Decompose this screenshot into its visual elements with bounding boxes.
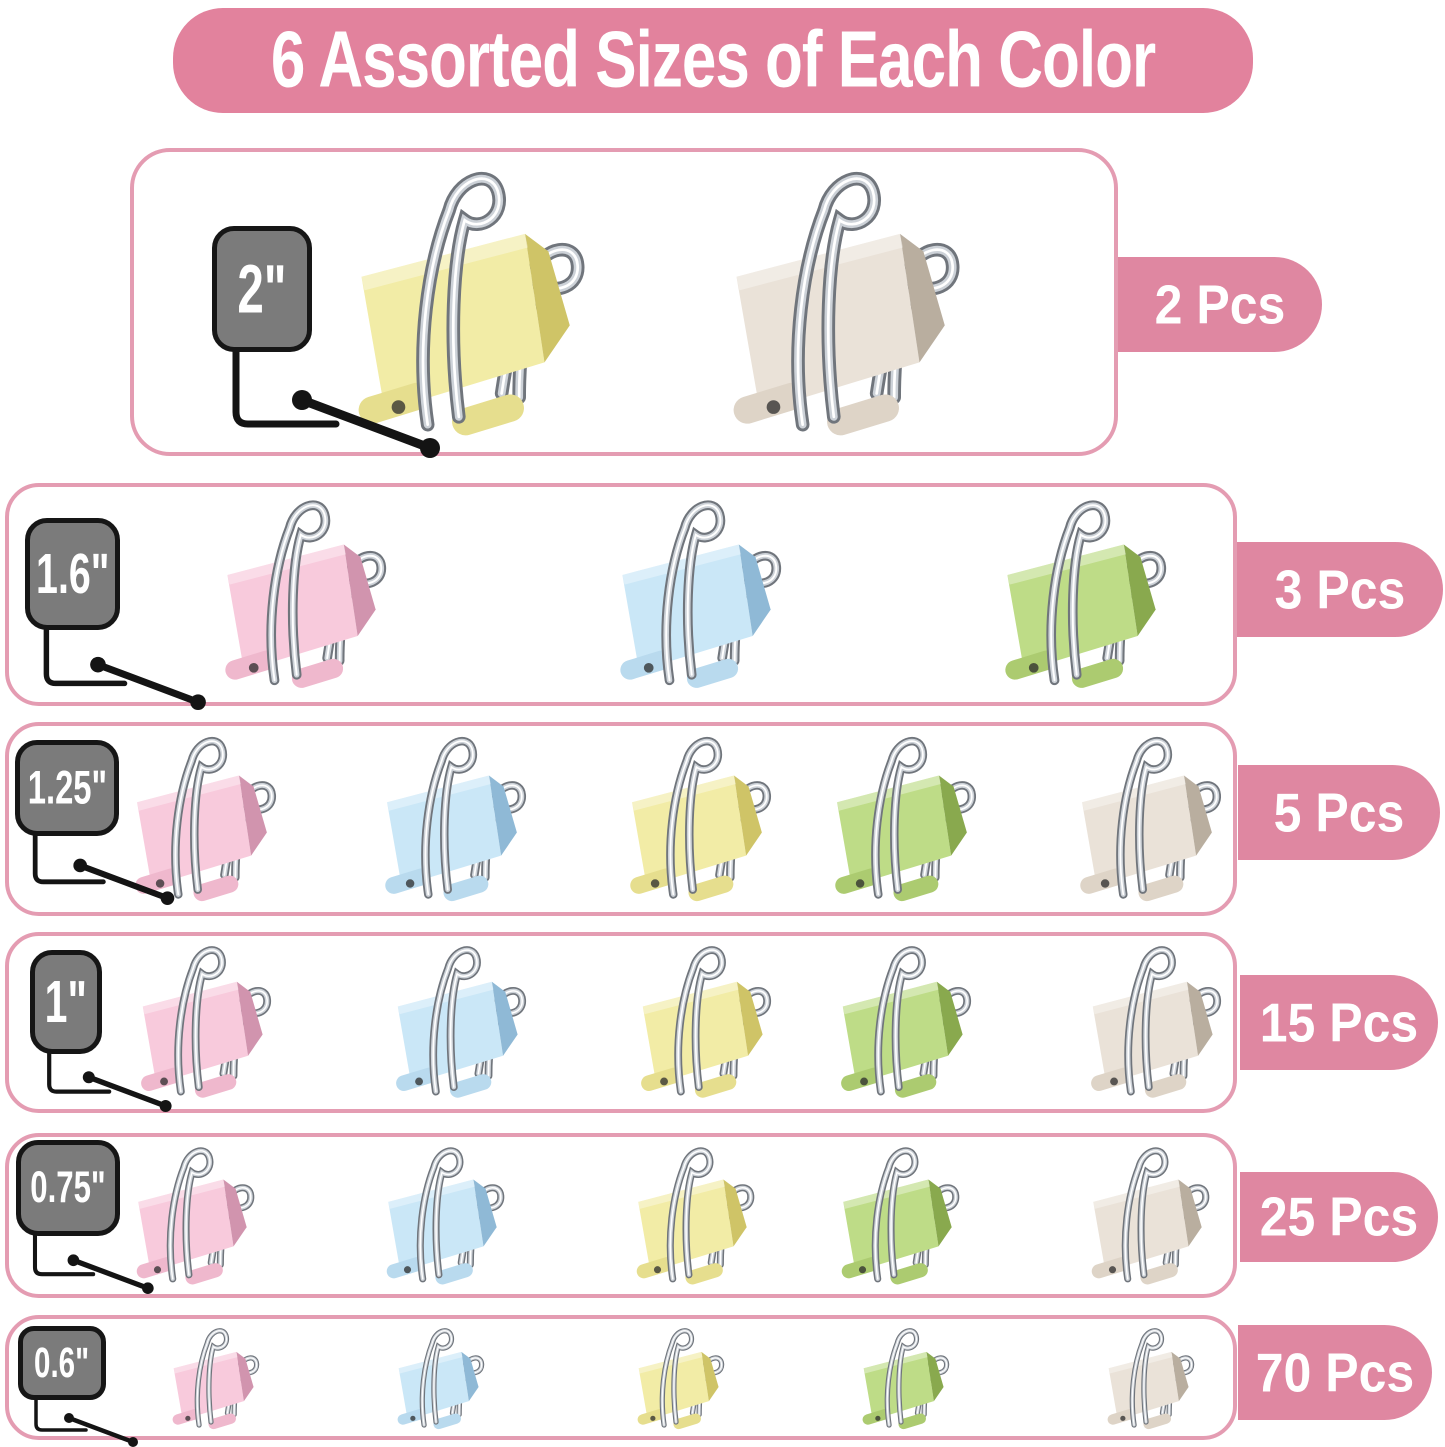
binder-clip-yellow — [615, 727, 785, 909]
binder-clip-cream — [1098, 1322, 1203, 1434]
count-badge-label: 2 Pcs — [1154, 273, 1286, 336]
binder-clip-cream — [1077, 937, 1234, 1105]
binder-clip-green — [827, 937, 984, 1105]
size-tag-label: 1.6" — [35, 542, 110, 606]
binder-clip-green — [853, 1322, 958, 1434]
count-badge-label: 25 Pcs — [1259, 1186, 1419, 1248]
binder-clip-yellow — [624, 1139, 766, 1291]
measurement-callout — [32, 1227, 154, 1294]
binder-clip-yellow — [628, 1322, 733, 1434]
count-badge-label: 3 Pcs — [1274, 558, 1406, 621]
count-badge: 2 Pcs — [1118, 257, 1322, 352]
binder-clip-blue — [603, 489, 797, 697]
binder-clip-pink — [124, 1139, 266, 1291]
binder-clip-cream — [709, 156, 982, 448]
binder-clip-cream — [1079, 1139, 1221, 1291]
size-tag-label: 1" — [44, 968, 88, 1036]
binder-clip-cream — [1065, 727, 1235, 909]
measurement-callout — [34, 1390, 138, 1447]
count-badge: 70 Pcs — [1238, 1325, 1432, 1420]
binder-clip-pink — [208, 489, 402, 697]
measurement-callout — [43, 621, 206, 710]
binder-clip-blue — [388, 1322, 493, 1434]
count-badge: 25 Pcs — [1240, 1172, 1438, 1262]
binder-clip-pink — [127, 937, 284, 1105]
size-tag: 0.6" — [18, 1326, 106, 1400]
count-badge-label: 15 Pcs — [1259, 991, 1419, 1054]
size-tag: 1" — [30, 950, 102, 1054]
count-badge-label: 5 Pcs — [1273, 781, 1405, 844]
size-tag-label: 1.25" — [27, 761, 107, 814]
size-tag-label: 0.6" — [34, 1338, 90, 1387]
measurement-callout — [32, 827, 175, 905]
count-badge: 15 Pcs — [1240, 975, 1438, 1070]
measurement-callout — [47, 1043, 172, 1112]
header-banner: 6 Assorted Sizes of Each Color — [173, 8, 1253, 113]
size-tag: 0.75" — [16, 1140, 120, 1236]
binder-clip-yellow — [627, 937, 784, 1105]
binder-clip-green — [829, 1139, 971, 1291]
binder-clip-pink — [120, 727, 290, 909]
header-title: 6 Assorted Sizes of Each Color — [270, 16, 1156, 105]
measurement-callout — [232, 344, 440, 458]
size-tag-label: 0.75" — [30, 1162, 106, 1213]
size-tag: 1.6" — [25, 518, 120, 630]
binder-clip-green — [820, 727, 990, 909]
binder-clip-pink — [163, 1322, 268, 1434]
count-badge: 5 Pcs — [1238, 765, 1440, 860]
size-tag: 1.25" — [15, 740, 119, 836]
size-tag-label: 2" — [237, 250, 287, 328]
size-tag: 2" — [212, 226, 312, 352]
binder-clip-blue — [374, 1139, 516, 1291]
binder-clip-blue — [382, 937, 539, 1105]
binder-clip-green — [988, 489, 1182, 697]
count-badge: 3 Pcs — [1237, 542, 1443, 637]
count-badge-label: 70 Pcs — [1255, 1341, 1415, 1404]
binder-clip-blue — [370, 727, 540, 909]
binder-clip-yellow — [334, 156, 607, 448]
